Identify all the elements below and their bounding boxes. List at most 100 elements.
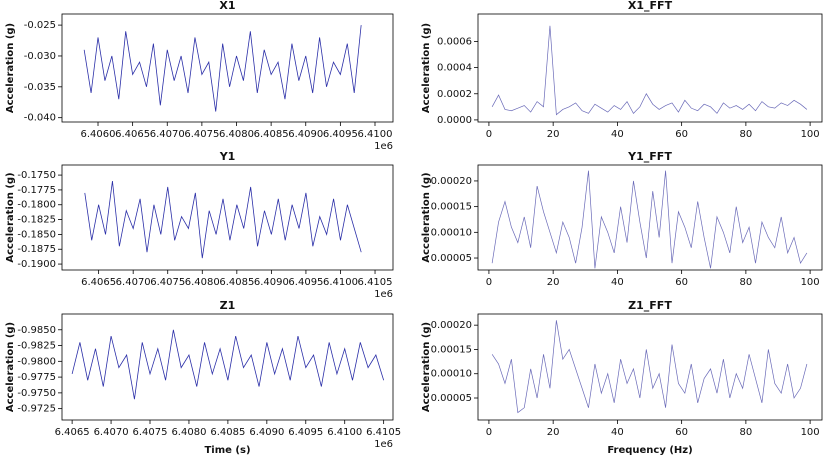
- y-tick-label: -0.9825: [17, 341, 56, 352]
- y-tick-label: 0.00020: [431, 176, 472, 187]
- subplot-title: Y1: [219, 150, 236, 163]
- y-tick-label: -0.1800: [17, 200, 56, 211]
- x-tick-label: 6.4090: [249, 427, 284, 438]
- x-tick-label: 100: [801, 129, 820, 140]
- y-tick-label: -0.9750: [17, 388, 56, 399]
- x-tick-label: 6.4085: [219, 277, 254, 288]
- x-tick-label: 6.4100: [323, 277, 358, 288]
- y-tick-label: -0.030: [24, 51, 56, 62]
- y-tick-label: 0.00005: [431, 253, 472, 264]
- subplot-title: Z1_FFT: [628, 299, 672, 312]
- y-tick-label: -0.9800: [17, 356, 56, 367]
- x-tick-label: 40: [611, 427, 624, 438]
- x-tick-label: 80: [740, 277, 753, 288]
- subplot-title: X1_FFT: [628, 0, 673, 12]
- x-tick-label: 6.4095: [288, 427, 323, 438]
- y-tick-label: -0.9725: [17, 404, 56, 415]
- x-tick-label: 6.4065: [115, 129, 150, 140]
- y-axis-label: Acceleration (g): [5, 23, 16, 113]
- y-tick-label: -0.035: [24, 82, 56, 93]
- y-tick-label: 0.00005: [431, 393, 472, 404]
- offset-text: 1e6: [374, 439, 393, 450]
- data-line: [491, 320, 808, 414]
- y-tick-label: -0.9850: [17, 325, 56, 336]
- x-tick-label: 0: [486, 427, 492, 438]
- y-tick-label: 0.00015: [431, 202, 472, 213]
- y-tick-label: -0.025: [24, 20, 56, 31]
- x-tick-label: 6.4105: [366, 427, 401, 438]
- x-tick-label: 6.4070: [116, 277, 151, 288]
- x-tick-label: 60: [675, 277, 688, 288]
- x-tick-label: 6.4075: [150, 277, 185, 288]
- subplot-title: Z1: [220, 299, 236, 312]
- data-line: [71, 329, 385, 400]
- y-tick-label: -0.1750: [17, 170, 56, 181]
- x-tick-label: 6.4090: [288, 129, 323, 140]
- x-tick-label: 20: [547, 277, 560, 288]
- y-tick-label: 0.00010: [431, 369, 472, 380]
- plot-frame: [61, 13, 394, 123]
- x-tick-label: 6.4090: [254, 277, 289, 288]
- y-axis-label: Acceleration (g): [5, 172, 16, 262]
- x-tick-label: 40: [611, 129, 624, 140]
- y-tick-label: -0.1775: [17, 185, 56, 196]
- y-axis-label: Acceleration (g): [5, 322, 16, 412]
- y-tick-label: 0.00020: [431, 320, 472, 331]
- y-axis-label: Acceleration (g): [421, 322, 432, 412]
- x-tick-label: 6.4075: [184, 129, 219, 140]
- y-tick-label: 0.00015: [431, 344, 472, 355]
- x-tick-label: 40: [611, 277, 624, 288]
- subplot-title: Y1_FFT: [627, 150, 672, 163]
- x-tick-label: 6.4075: [133, 427, 168, 438]
- x-tick-label: 80: [740, 427, 753, 438]
- x-tick-label: 6.4080: [171, 427, 206, 438]
- x-tick-label: 6.4100: [327, 427, 362, 438]
- x-tick-label: 6.4085: [210, 427, 245, 438]
- x-tick-label: 20: [547, 427, 560, 438]
- x-tick-label: 6.4080: [185, 277, 220, 288]
- data-line: [84, 180, 362, 259]
- y-tick-label: 0.0000: [437, 115, 472, 126]
- y-tick-label: 0.0004: [437, 63, 472, 74]
- x-tick-label: 100: [801, 277, 820, 288]
- x-tick-label: 100: [801, 427, 820, 438]
- y-tick-label: -0.1850: [17, 229, 56, 240]
- x-tick-label: 6.4095: [288, 277, 323, 288]
- x-tick-label: 60: [675, 129, 688, 140]
- data-line: [491, 170, 808, 269]
- plot-frame: [477, 313, 823, 421]
- y-tick-label: 0.0006: [437, 36, 472, 47]
- y-axis-label: Acceleration (g): [421, 23, 432, 113]
- x-tick-label: 80: [740, 129, 753, 140]
- y-tick-label: 0.00010: [431, 227, 472, 238]
- y-tick-label: -0.1875: [17, 244, 56, 255]
- y-tick-label: -0.1900: [17, 259, 56, 270]
- offset-text: 1e6: [374, 141, 393, 152]
- x-axis-label: Frequency (Hz): [607, 445, 692, 456]
- x-tick-label: 6.4095: [323, 129, 358, 140]
- x-tick-label: 6.4070: [94, 427, 129, 438]
- x-axis-label: Time (s): [204, 445, 250, 456]
- x-tick-label: 6.4065: [81, 277, 116, 288]
- x-tick-label: 6.4080: [219, 129, 254, 140]
- data-line: [83, 25, 362, 112]
- x-tick-label: 6.4085: [254, 129, 289, 140]
- y-tick-label: -0.040: [24, 113, 56, 124]
- subplot-title: X1: [219, 0, 235, 12]
- y-axis-label: Acceleration (g): [421, 172, 432, 262]
- plot-frame: [61, 313, 394, 421]
- x-tick-label: 6.4070: [150, 129, 185, 140]
- plot-frame: [477, 13, 823, 123]
- x-tick-label: 6.4065: [55, 427, 90, 438]
- plot-frame: [477, 164, 823, 271]
- x-tick-label: 6.4100: [357, 129, 392, 140]
- offset-text: 1e6: [374, 289, 393, 300]
- x-tick-label: 6.4105: [358, 277, 393, 288]
- data-line: [491, 25, 808, 116]
- y-tick-label: -0.1825: [17, 215, 56, 226]
- x-tick-label: 0: [486, 277, 492, 288]
- y-tick-label: 0.0002: [437, 89, 472, 100]
- x-tick-label: 60: [675, 427, 688, 438]
